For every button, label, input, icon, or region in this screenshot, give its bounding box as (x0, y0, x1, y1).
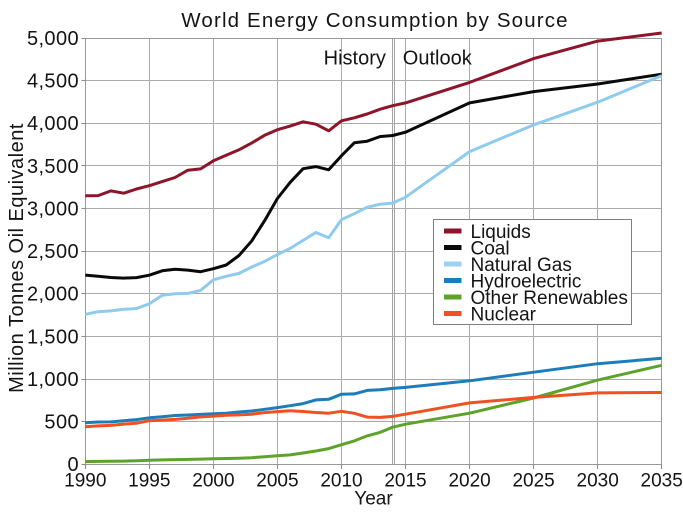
svg-text:World Energy Consumption by So: World Energy Consumption by Source (181, 9, 568, 32)
svg-text:1,000: 1,000 (27, 369, 79, 391)
svg-text:2,500: 2,500 (27, 241, 79, 263)
svg-text:0: 0 (67, 454, 79, 476)
svg-text:Nuclear: Nuclear (471, 304, 537, 325)
svg-text:Million Tonnes Oil Equivalent: Million Tonnes Oil Equivalent (6, 123, 28, 393)
svg-text:2030: 2030 (577, 471, 619, 492)
svg-text:Natural Gas: Natural Gas (471, 255, 572, 276)
svg-text:1990: 1990 (64, 471, 106, 492)
svg-text:4,000: 4,000 (27, 113, 79, 135)
svg-text:2020: 2020 (448, 471, 490, 492)
svg-text:2010: 2010 (320, 471, 362, 492)
svg-text:2035: 2035 (641, 471, 683, 492)
svg-text:1995: 1995 (128, 471, 170, 492)
svg-text:5,000: 5,000 (27, 28, 79, 50)
svg-text:2015: 2015 (384, 471, 426, 492)
svg-text:Year: Year (354, 488, 393, 509)
svg-text:3,500: 3,500 (27, 156, 79, 178)
svg-text:2,000: 2,000 (27, 284, 79, 306)
svg-text:2005: 2005 (256, 471, 298, 492)
svg-text:2000: 2000 (192, 471, 234, 492)
svg-text:Coal: Coal (471, 238, 510, 259)
svg-text:Other Renewables: Other Renewables (471, 288, 628, 309)
svg-text:2025: 2025 (512, 471, 554, 492)
svg-text:Hydroelectric: Hydroelectric (471, 271, 582, 292)
svg-text:500: 500 (44, 412, 79, 434)
svg-text:History: History (324, 48, 386, 70)
svg-text:1,500: 1,500 (27, 326, 79, 348)
svg-text:Outlook: Outlook (403, 48, 473, 70)
svg-text:4,500: 4,500 (27, 71, 79, 93)
svg-text:Liquids: Liquids (471, 222, 531, 243)
svg-text:3,000: 3,000 (27, 199, 79, 221)
